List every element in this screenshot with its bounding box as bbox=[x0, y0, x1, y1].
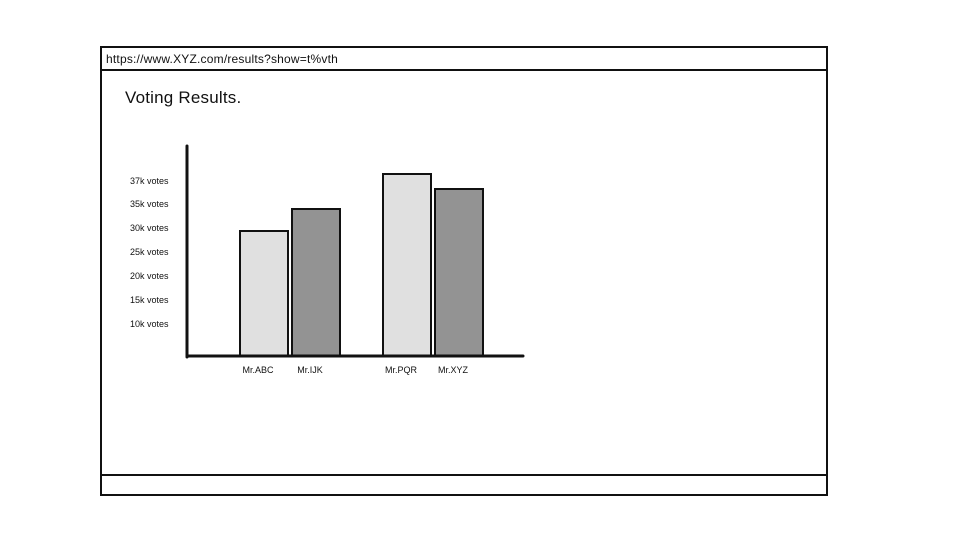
page-title: Voting Results. bbox=[125, 88, 242, 107]
y-tick-label: 10k votes bbox=[130, 319, 169, 329]
x-category-label: Mr.XYZ bbox=[438, 365, 469, 375]
status-bar bbox=[102, 474, 826, 494]
y-tick-label: 30k votes bbox=[130, 223, 169, 233]
bar-mr-pqr bbox=[382, 173, 432, 357]
address-bar[interactable]: https://www.XYZ.com/results?show=t%vth bbox=[102, 48, 826, 71]
x-category-label: Mr.PQR bbox=[385, 365, 418, 375]
y-tick-label: 37k votes bbox=[130, 176, 169, 186]
bar-mr-ijk bbox=[291, 208, 341, 357]
y-tick-label: 15k votes bbox=[130, 295, 169, 305]
bar-mr-xyz bbox=[434, 188, 484, 357]
bar-mr-abc bbox=[239, 230, 289, 357]
x-category-label: Mr.IJK bbox=[297, 365, 323, 375]
y-tick-label: 25k votes bbox=[130, 247, 169, 257]
y-tick-label: 35k votes bbox=[130, 199, 169, 209]
x-category-label: Mr.ABC bbox=[242, 365, 274, 375]
y-tick-label: 20k votes bbox=[130, 271, 169, 281]
